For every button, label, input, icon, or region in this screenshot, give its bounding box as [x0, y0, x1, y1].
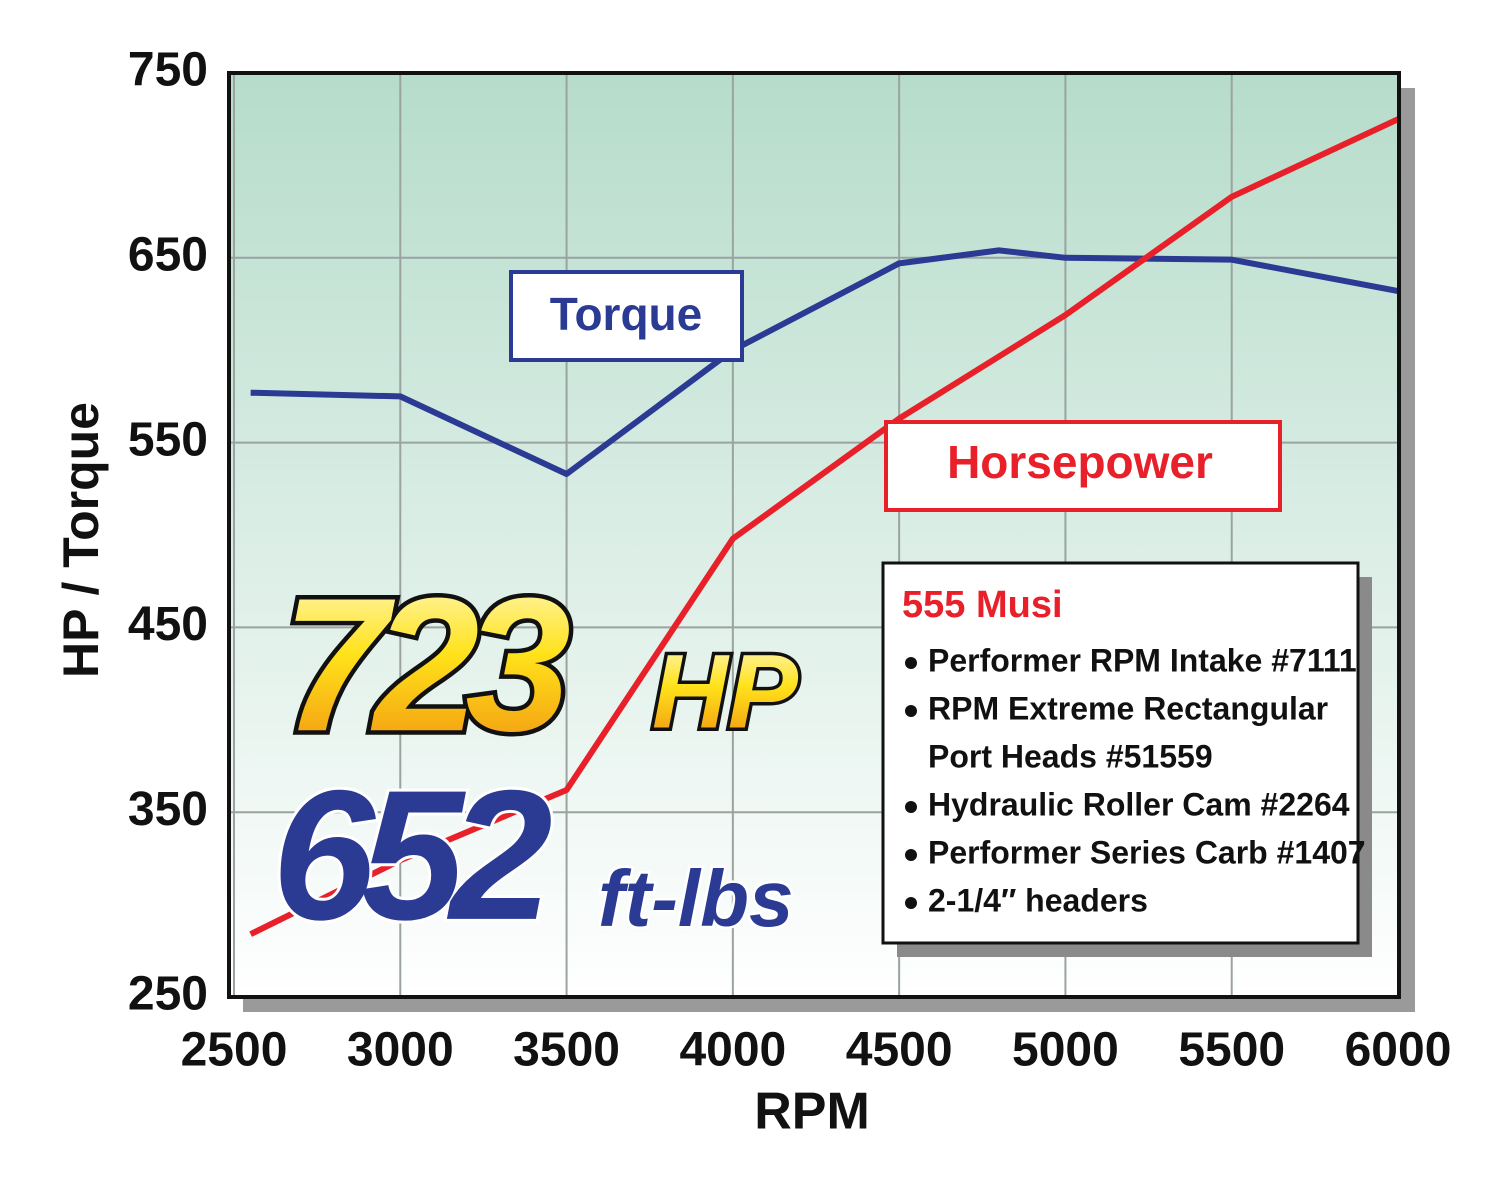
hp-unit: HP — [652, 634, 799, 751]
torque-label: Torque — [550, 288, 702, 340]
spec-item: Hydraulic Roller Cam #2264 — [928, 786, 1350, 822]
x-tick-label: 4500 — [846, 1024, 953, 1077]
bullet — [905, 801, 917, 813]
y-tick-label: 250 — [128, 968, 208, 1021]
hp-label-box — [884, 420, 1282, 512]
torque-label-box — [509, 270, 744, 362]
x-tick-label: 3000 — [347, 1024, 454, 1077]
spec-item: 2-1/4″ headers — [928, 882, 1148, 918]
spec-item: Performer RPM Intake #7111 — [928, 642, 1357, 678]
plot-frame — [227, 71, 1401, 999]
x-tick-label: 4000 — [679, 1024, 786, 1077]
spec-item: Performer Series Carb #1407 — [928, 834, 1366, 870]
y-tick-label: 650 — [128, 228, 208, 281]
spec-box — [881, 561, 1360, 945]
x-tick-label: 5000 — [1012, 1024, 1119, 1077]
torque-unit: ft-lbs — [598, 854, 794, 943]
x-tick-label: 3500 — [513, 1024, 620, 1077]
y-tick-label: 450 — [128, 598, 208, 651]
y-tick-label: 350 — [128, 783, 208, 836]
bullet — [905, 657, 917, 669]
series-line — [249, 116, 1400, 937]
spec-item: RPM Extreme Rectangular — [928, 690, 1328, 726]
spec-title: 555 Musi — [902, 584, 1063, 626]
bullet — [905, 705, 917, 717]
y-axis-label: HP / Torque — [53, 402, 109, 678]
y-tick-label: 550 — [128, 413, 208, 466]
x-tick-label: 5500 — [1178, 1024, 1285, 1077]
bullet — [905, 897, 917, 909]
series-line — [250, 247, 1399, 478]
torque-big-value: 652 — [272, 753, 551, 959]
bullet — [905, 849, 917, 861]
hp-big-value: 723 — [282, 559, 569, 771]
hp-label: Horsepower — [947, 436, 1213, 488]
spec-item: Port Heads #51559 — [928, 738, 1213, 774]
x-tick-label: 2500 — [181, 1024, 288, 1077]
x-axis-label: RPM — [754, 1083, 870, 1141]
y-tick-label: 750 — [128, 44, 208, 97]
x-tick-label: 6000 — [1345, 1024, 1452, 1077]
